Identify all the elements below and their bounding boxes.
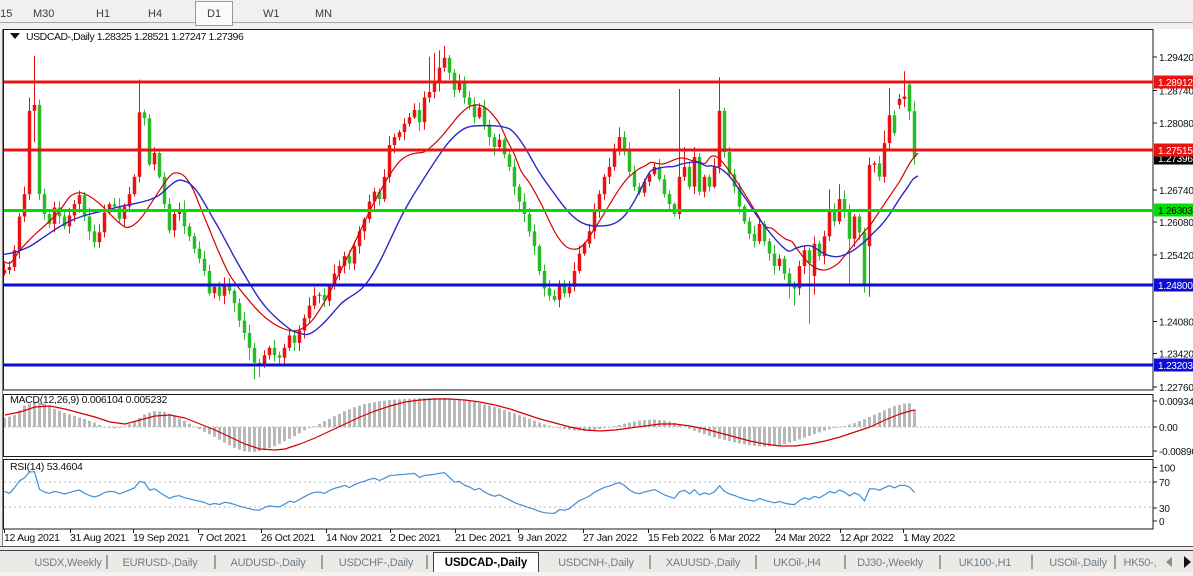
svg-text:12 Apr 2022: 12 Apr 2022: [840, 532, 894, 544]
svg-text:EURUSD-,Daily: EURUSD-,Daily: [122, 557, 198, 569]
svg-text:D1: D1: [207, 8, 221, 20]
svg-text:DJ30-,Weekly: DJ30-,Weekly: [857, 557, 924, 569]
svg-text:H1: H1: [96, 8, 110, 20]
svg-text:1.24800: 1.24800: [1158, 281, 1193, 292]
svg-text:100: 100: [1159, 464, 1176, 475]
svg-text:7 Oct 2021: 7 Oct 2021: [198, 532, 247, 544]
svg-text:USDCNH-,Daily: USDCNH-,Daily: [558, 557, 634, 569]
svg-text:USDCAD-,Daily: USDCAD-,Daily: [445, 557, 528, 569]
svg-text:1.22760: 1.22760: [1159, 383, 1193, 394]
svg-text:MN: MN: [315, 8, 332, 20]
svg-text:1.28740: 1.28740: [1159, 87, 1193, 98]
svg-text:12 Aug 2021: 12 Aug 2021: [4, 532, 60, 544]
svg-text:AUDUSD-,Daily: AUDUSD-,Daily: [230, 557, 306, 569]
svg-text:30: 30: [1159, 504, 1170, 515]
svg-text:1.25420: 1.25420: [1159, 251, 1193, 262]
svg-text:1.23420: 1.23420: [1159, 350, 1193, 361]
svg-text:0: 0: [1159, 517, 1165, 528]
svg-text:1.28080: 1.28080: [1159, 119, 1193, 130]
svg-text:M15: M15: [0, 8, 12, 20]
svg-text:-0.008903: -0.008903: [1159, 447, 1193, 458]
svg-text:0.00: 0.00: [1159, 423, 1178, 434]
svg-text:M30: M30: [33, 8, 54, 20]
svg-text:W1: W1: [263, 8, 280, 20]
svg-text:70: 70: [1159, 478, 1170, 489]
svg-text:21 Dec 2021: 21 Dec 2021: [455, 532, 512, 544]
svg-text:1.24080: 1.24080: [1159, 318, 1193, 329]
svg-text:9 Jan 2022: 9 Jan 2022: [518, 532, 567, 544]
svg-text:USOil-,Daily: USOil-,Daily: [1049, 557, 1107, 569]
svg-text:1 May 2022: 1 May 2022: [903, 532, 955, 544]
svg-text:15 Feb 2022: 15 Feb 2022: [648, 532, 704, 544]
svg-text:H4: H4: [148, 8, 162, 20]
svg-text:26 Oct 2021: 26 Oct 2021: [261, 532, 315, 544]
svg-text:2 Dec 2021: 2 Dec 2021: [390, 532, 441, 544]
svg-text:27 Jan 2022: 27 Jan 2022: [583, 532, 638, 544]
svg-text:XAUUSD-,Daily: XAUUSD-,Daily: [666, 557, 741, 569]
svg-text:USDCHF-,Daily: USDCHF-,Daily: [339, 557, 414, 569]
svg-text:31 Aug 2021: 31 Aug 2021: [70, 532, 126, 544]
svg-text:HK50-,: HK50-,: [1123, 557, 1156, 569]
svg-text:1.26080: 1.26080: [1159, 218, 1193, 229]
svg-text:1.27396: 1.27396: [1158, 154, 1193, 165]
svg-text:USDX,Weekly: USDX,Weekly: [34, 557, 102, 569]
svg-text:1.28912: 1.28912: [1158, 78, 1193, 89]
svg-text:1.27515: 1.27515: [1158, 146, 1193, 157]
svg-text:24 Mar 2022: 24 Mar 2022: [775, 532, 831, 544]
svg-text:USDCAD-,Daily 1.28325 1.28521: USDCAD-,Daily 1.28325 1.28521 1.27247 1.…: [26, 31, 244, 43]
svg-text:1.23203: 1.23203: [1158, 361, 1193, 372]
svg-text:UKOil-,H4: UKOil-,H4: [773, 557, 821, 569]
svg-text:19 Sep 2021: 19 Sep 2021: [133, 532, 190, 544]
svg-text:1.26740: 1.26740: [1159, 186, 1193, 197]
svg-text:0.009345: 0.009345: [1159, 397, 1193, 408]
svg-text:1.29420: 1.29420: [1159, 53, 1193, 64]
svg-text:MACD(12,26,9) 0.006104 0.00523: MACD(12,26,9) 0.006104 0.005232: [10, 394, 168, 406]
svg-text:RSI(14) 53.4604: RSI(14) 53.4604: [10, 461, 83, 473]
svg-text:UK100-,H1: UK100-,H1: [959, 557, 1012, 569]
svg-text:14 Nov 2021: 14 Nov 2021: [326, 532, 383, 544]
svg-text:6 Mar 2022: 6 Mar 2022: [710, 532, 761, 544]
svg-text:1.26303: 1.26303: [1158, 206, 1193, 217]
